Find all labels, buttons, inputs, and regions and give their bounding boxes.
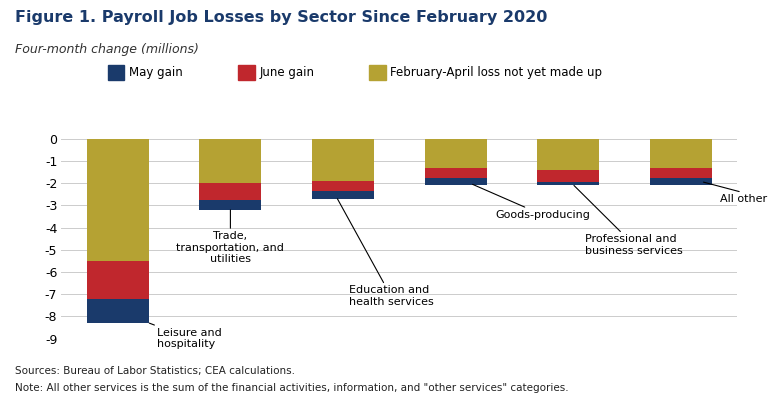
- Text: All other services: All other services: [703, 182, 768, 204]
- Bar: [200, 183, 261, 200]
- Bar: [538, 139, 599, 170]
- Bar: [87, 261, 149, 299]
- Text: Note: All other services is the sum of the financial activities, information, an: Note: All other services is the sum of t…: [15, 383, 569, 393]
- Bar: [200, 200, 261, 210]
- Text: Sources: Bureau of Labor Statistics; CEA calculations.: Sources: Bureau of Labor Statistics; CEA…: [15, 366, 296, 375]
- Bar: [425, 168, 487, 178]
- Text: Goods-producing: Goods-producing: [472, 184, 590, 220]
- Text: Four-month change (millions): Four-month change (millions): [15, 43, 199, 56]
- Bar: [200, 139, 261, 183]
- Text: June gain: June gain: [260, 66, 315, 79]
- Text: Trade,
transportation, and
utilities: Trade, transportation, and utilities: [177, 210, 284, 264]
- Text: Professional and
business services: Professional and business services: [574, 185, 683, 256]
- Text: February-April loss not yet made up: February-April loss not yet made up: [390, 66, 602, 79]
- Bar: [425, 139, 487, 168]
- Bar: [87, 139, 149, 261]
- Bar: [312, 191, 374, 199]
- Bar: [87, 299, 149, 323]
- Text: Figure 1. Payroll Job Losses by Sector Since February 2020: Figure 1. Payroll Job Losses by Sector S…: [15, 10, 548, 25]
- Text: May gain: May gain: [129, 66, 183, 79]
- Bar: [650, 178, 712, 185]
- Bar: [650, 139, 712, 168]
- Bar: [650, 168, 712, 178]
- Bar: [538, 170, 599, 182]
- Bar: [312, 181, 374, 191]
- Bar: [312, 139, 374, 181]
- Text: Education and
health services: Education and health services: [337, 199, 433, 307]
- Bar: [425, 178, 487, 185]
- Bar: [538, 182, 599, 185]
- Text: Leisure and
hospitality: Leisure and hospitality: [149, 323, 222, 349]
